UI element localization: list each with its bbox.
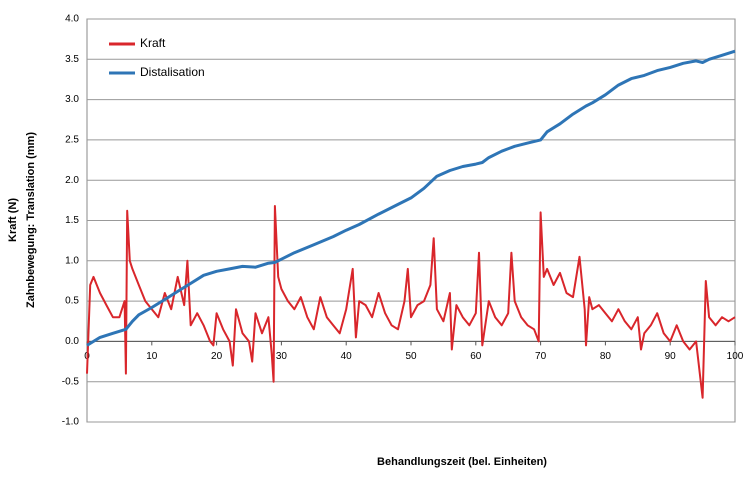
data-line xyxy=(86,205,736,399)
y-tick-label: 1.0 xyxy=(65,255,79,266)
x-tick-label: 30 xyxy=(276,351,288,362)
x-tick-label: 70 xyxy=(535,351,547,362)
x-tick-label: 20 xyxy=(211,351,223,362)
x-tick-label: 10 xyxy=(146,351,158,362)
x-tick-label: 60 xyxy=(470,351,482,362)
y-tick-label: 2.0 xyxy=(65,175,79,186)
x-axis-label: Behandlungszeit (bel. Einheiten) xyxy=(377,456,547,468)
y-tick-label: 1.5 xyxy=(65,215,79,226)
y-axis-label: Zahnbewegung: Translation (mm) xyxy=(25,132,37,308)
x-tick-label: 50 xyxy=(405,351,417,362)
legend-label: Kraft xyxy=(140,36,166,50)
y-tick-label: 2.5 xyxy=(65,135,79,146)
y-tick-label: 0.5 xyxy=(65,296,79,307)
legend-label: Distalisation xyxy=(140,65,205,79)
x-tick-label: 80 xyxy=(600,351,612,362)
x-tick-label: 90 xyxy=(665,351,677,362)
y-tick-label: 4.0 xyxy=(65,14,79,25)
data-line xyxy=(86,49,736,347)
y-tick-label: -0.5 xyxy=(62,376,80,387)
x-tick-label: 40 xyxy=(341,351,353,362)
y-tick-label: -1.0 xyxy=(62,417,80,428)
x-tick-label: 100 xyxy=(727,351,744,362)
y-tick-label: 3.5 xyxy=(65,54,79,65)
y-tick-label: 3.0 xyxy=(65,94,79,105)
y-tick-label: 0.0 xyxy=(65,336,79,347)
y-axis-label: Kraft (N) xyxy=(7,198,19,242)
